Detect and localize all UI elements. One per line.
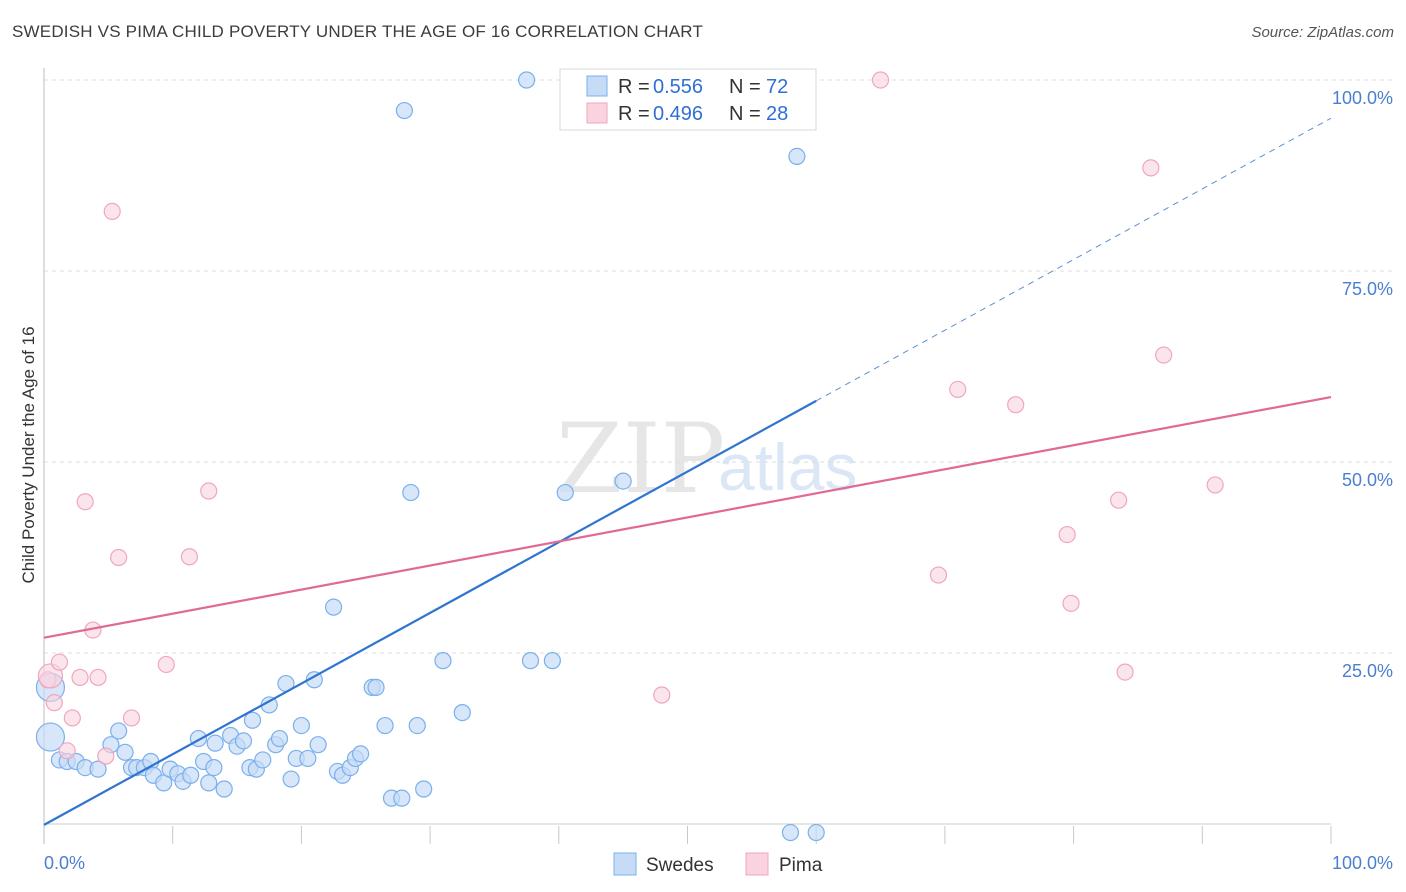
pima-point <box>63 709 81 727</box>
swedes-point <box>254 751 272 769</box>
swedes-point <box>367 678 385 696</box>
swedes-point <box>292 716 310 735</box>
swedes-point <box>309 736 327 754</box>
pima-point <box>1116 663 1134 681</box>
pima-point <box>180 548 199 566</box>
pima-point <box>871 71 890 89</box>
x-tick-label-min: 0.0% <box>44 853 85 873</box>
source-label: Source: ZipAtlas.com <box>1251 24 1394 41</box>
y-tick-label: 75.0% <box>1342 279 1393 299</box>
swedes-point <box>395 101 413 120</box>
swedes-point <box>408 716 426 735</box>
legend-r-label-swedes: R = <box>618 76 650 98</box>
pima-trend-line <box>43 395 1332 639</box>
pima-point <box>103 202 121 221</box>
swedes-point <box>402 483 420 502</box>
legend-r-label-pima: R = <box>618 103 650 125</box>
pima-point <box>122 709 141 727</box>
swedes-point <box>89 760 107 778</box>
swedes-point <box>324 598 343 616</box>
pima-point <box>157 655 175 674</box>
pima-point <box>71 668 89 687</box>
swedes-point <box>116 743 134 761</box>
pima-point <box>1142 159 1160 177</box>
swedes-point <box>781 823 800 842</box>
pima-point <box>929 566 948 584</box>
pima-point <box>50 653 69 671</box>
legend-swatch-swedes <box>586 75 608 97</box>
swedes-point <box>521 652 540 670</box>
pima-point <box>1110 491 1128 509</box>
y-tick-labels: 25.0% 50.0% 75.0% 100.0% <box>1332 88 1393 681</box>
swedes-point <box>453 703 471 722</box>
swedes-point <box>205 758 223 777</box>
chart-title: SWEDISH VS PIMA CHILD POVERTY UNDER THE … <box>12 22 704 41</box>
x-tick-marks <box>172 826 1332 844</box>
pima-point <box>1058 525 1076 544</box>
x-tick-label-max: 100.0% <box>1332 853 1393 873</box>
bottom-legend-swatch-pima <box>745 852 769 876</box>
swedes-point <box>234 732 253 750</box>
bottom-legend-label-swedes: Swedes <box>646 855 714 876</box>
swedes-point <box>282 770 300 788</box>
pima-point <box>76 493 94 511</box>
swedes-trend-extension <box>815 117 1332 402</box>
y-tick-label: 50.0% <box>1342 470 1393 490</box>
pima-point <box>89 668 107 687</box>
swedes-point <box>155 774 173 792</box>
pima-point <box>200 482 218 500</box>
legend-n-value-pima: 28 <box>766 103 788 125</box>
legend-n-label-swedes: N = <box>729 76 761 98</box>
swedes-point <box>788 147 806 165</box>
bottom-legend-swatch-swedes <box>613 852 637 876</box>
swedes-point <box>215 780 233 798</box>
watermark-atlas: atlas <box>718 430 857 504</box>
swedes-point <box>518 71 536 89</box>
pima-point <box>1062 594 1080 612</box>
swedes-point <box>376 716 394 735</box>
pima-point <box>97 747 115 765</box>
pima-point <box>45 694 63 712</box>
swedes-point <box>299 749 317 768</box>
swedes-point <box>206 734 224 752</box>
y-axis-label: Child Poverty Under the Age of 16 <box>19 326 38 583</box>
y-tick-label: 100.0% <box>1332 88 1393 108</box>
gridlines <box>44 79 1392 654</box>
swedes-point <box>182 766 200 784</box>
swedes-point <box>556 483 574 502</box>
pima-point <box>653 686 671 704</box>
pima-point <box>58 742 76 760</box>
swedes-point <box>200 774 218 792</box>
swedes-point <box>434 652 452 670</box>
swedes-point <box>35 722 66 752</box>
swedes-point <box>393 789 411 807</box>
swedes-point <box>614 472 632 490</box>
y-tick-label: 25.0% <box>1342 661 1393 681</box>
legend-swatch-pima <box>586 102 608 124</box>
swedes-point <box>352 745 370 763</box>
legend-n-value-swedes: 72 <box>766 76 788 98</box>
pima-point <box>110 548 128 567</box>
swedes-point <box>807 823 825 842</box>
pima-point <box>1206 476 1224 494</box>
pima-point <box>1155 346 1173 364</box>
bottom-legend-label-pima: Pima <box>779 855 823 876</box>
pima-point <box>949 380 967 399</box>
trend-lines <box>43 117 1332 826</box>
pima-point <box>1007 396 1025 414</box>
swedes-point <box>110 722 128 740</box>
legend-r-value-swedes: 0.556 <box>653 76 703 98</box>
swedes-point <box>543 652 561 670</box>
swedes-point <box>415 780 433 798</box>
legend-n-label-pima: N = <box>729 103 761 125</box>
swedes-trend-line <box>43 399 817 826</box>
legend-r-value-pima: 0.496 <box>653 103 703 125</box>
pima-series <box>37 71 1224 765</box>
swedes-point <box>270 729 289 748</box>
bottom-legend: Swedes Pima <box>613 852 823 876</box>
swedes-point <box>243 711 262 729</box>
legend: R = 0.556 N = 72 R = 0.496 N = 28 <box>559 68 817 131</box>
